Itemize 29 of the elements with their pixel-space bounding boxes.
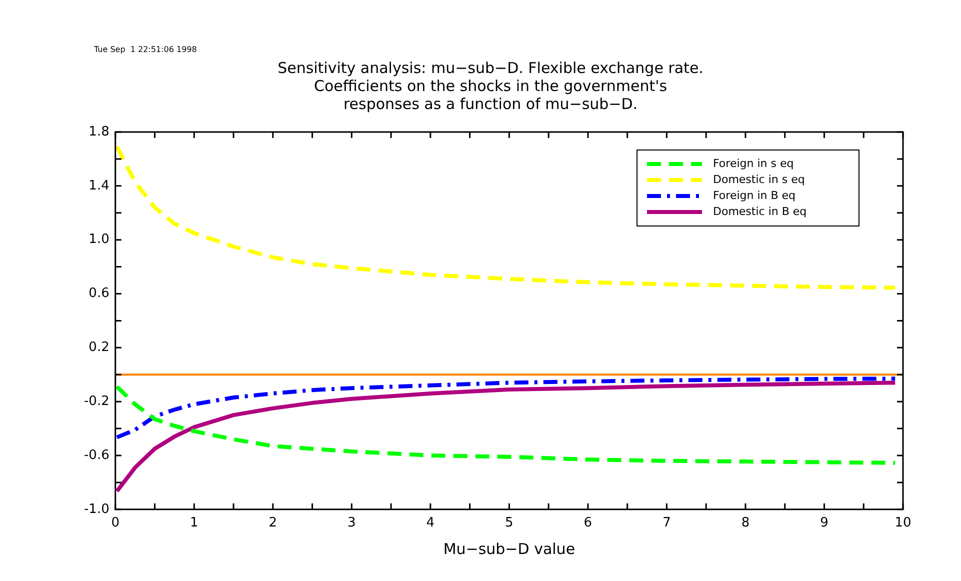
y-tick-label: 0.6	[88, 286, 110, 302]
y-tick-label: 1.4	[88, 178, 110, 194]
x-tick-label: 0	[111, 516, 120, 531]
y-tick-label: -0.2	[84, 394, 110, 409]
legend-label: Domestic in s eq	[713, 172, 805, 186]
x-axis-title: Mu−sub−D value	[443, 540, 576, 558]
x-tick-label: 5	[505, 516, 514, 531]
x-tick-label: 2	[268, 516, 278, 531]
x-tick-label: 3	[348, 516, 356, 531]
legend-label: Foreign in B eq	[713, 188, 796, 202]
x-tick-label: 1	[190, 516, 198, 531]
x-tick-label: 7	[662, 516, 671, 531]
line-series	[115, 376, 898, 440]
x-tick-label: 9	[820, 516, 828, 531]
x-tick-label: 8	[741, 516, 750, 531]
y-tick-label: -0.6	[84, 448, 110, 463]
x-tick-label: 10	[894, 516, 912, 531]
legend-label: Foreign in s eq	[713, 156, 794, 170]
text: Tue Sep 1 22:51:06 1998	[93, 45, 197, 54]
y-tick-label: 1.8	[88, 124, 110, 140]
y-tick-label: 0.2	[88, 340, 110, 356]
x-tick-label: 6	[584, 516, 592, 531]
line-series	[115, 384, 898, 465]
chart-title: Sensitivity analysis: mu−sub−D. Flexible exchange rate. Coefficients on the shocks in the government's responses as a function of mu−sub−D.	[278, 58, 704, 113]
y-tick-label: 1.0	[88, 232, 110, 248]
legend-label: Domestic in B eq	[713, 204, 807, 218]
y-tick-label: -1.0	[84, 502, 110, 517]
line-series	[115, 144, 898, 290]
x-tick-label: 4	[426, 516, 435, 531]
